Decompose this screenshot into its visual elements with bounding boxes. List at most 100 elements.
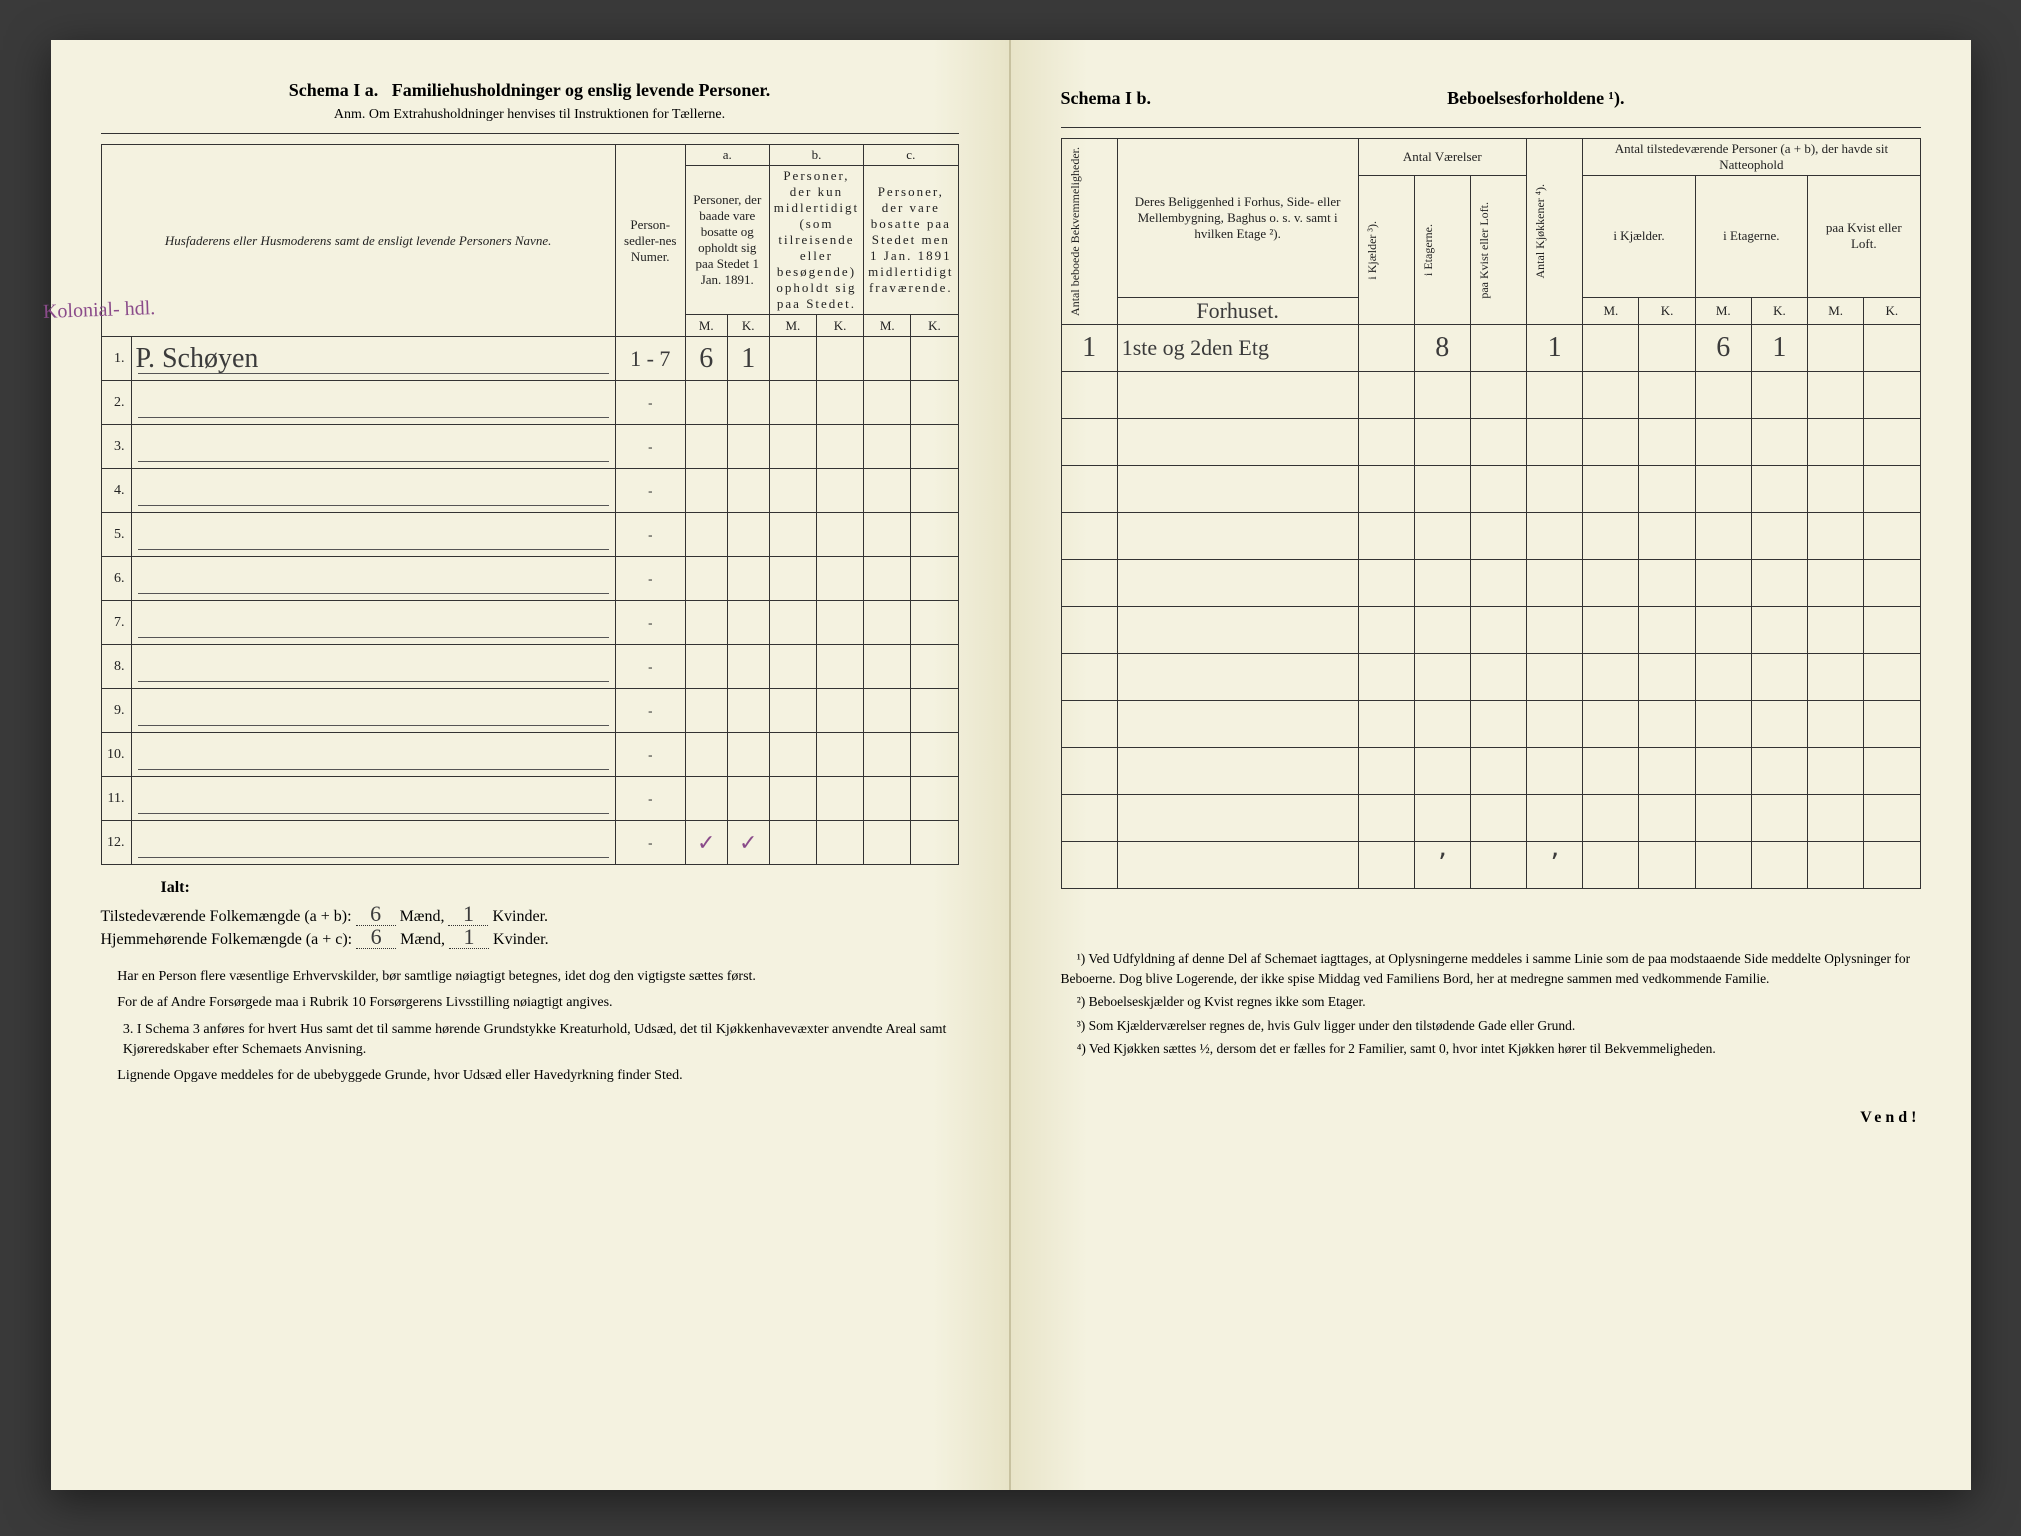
cell-pl-k — [1864, 841, 1920, 888]
cell-et — [1414, 653, 1470, 700]
schema-1a-note: Anm. Om Extrahusholdninger henvises til … — [101, 107, 959, 123]
cell-b-k — [816, 645, 863, 689]
body-text-left: Har en Person flere væsentlige Erhvervsk… — [101, 967, 959, 1086]
cell-pk-m — [1583, 747, 1639, 794]
cell-c-m — [864, 337, 911, 381]
header-c-m: M. — [864, 315, 911, 337]
cell-c-k — [911, 645, 958, 689]
cell-b-m — [769, 337, 816, 381]
header-husfader: Husfaderens eller Husmoderens samt de en… — [101, 145, 615, 337]
cell-a-m — [685, 557, 727, 601]
rule-right — [1061, 127, 1921, 128]
cell-b-m — [769, 689, 816, 733]
cell-a-m — [685, 689, 727, 733]
cell-et — [1414, 794, 1470, 841]
cell-belig — [1117, 559, 1358, 606]
cell-kj — [1358, 559, 1414, 606]
cell-a-k — [727, 777, 769, 821]
cell-pe-k — [1751, 559, 1807, 606]
cell-kj — [1358, 465, 1414, 512]
cell-kv — [1470, 747, 1526, 794]
sedler-cell: - — [615, 469, 685, 513]
header-a-k: K. — [727, 315, 769, 337]
table-row: 11ste og 2den Etg8161 — [1061, 324, 1920, 371]
cell-kj — [1358, 794, 1414, 841]
cell-a-k — [727, 689, 769, 733]
cell-bekv — [1061, 559, 1117, 606]
cell-pk-m — [1583, 700, 1639, 747]
cell-kj — [1358, 653, 1414, 700]
cell-et — [1414, 371, 1470, 418]
footnote-1: ¹) Ved Udfyldning af denne Del af Schema… — [1061, 949, 1921, 988]
sedler-cell: - — [615, 689, 685, 733]
cell-b-m — [769, 777, 816, 821]
cell-b-k — [816, 513, 863, 557]
cell-pl-k — [1864, 512, 1920, 559]
cell-c-k — [911, 777, 958, 821]
cell-kj — [1358, 606, 1414, 653]
cell-b-m — [769, 733, 816, 777]
cell-kv — [1470, 841, 1526, 888]
table-row: 8.- — [101, 645, 958, 689]
cell-pk-k — [1639, 841, 1695, 888]
cell-a-k — [727, 645, 769, 689]
cell-pl-k — [1864, 418, 1920, 465]
cell-pe-m — [1695, 747, 1751, 794]
cell-belig — [1117, 700, 1358, 747]
header-b-k: K. — [816, 315, 863, 337]
name-cell — [131, 601, 615, 645]
cell-kv — [1470, 653, 1526, 700]
cell-kj — [1358, 747, 1414, 794]
cell-a-k — [727, 601, 769, 645]
cell-bekv: 1 — [1061, 324, 1117, 371]
page-right: Schema I b. Beboelsesforholdene ¹). Anta… — [1011, 40, 1971, 1490]
cell-c-k — [911, 821, 958, 865]
totals-line-1: Tilstedeværende Folkemængde (a + b): 6 M… — [101, 903, 959, 926]
cell-c-k — [911, 601, 958, 645]
footnote-3: ³) Som Kjælderværelser regnes de, hvis G… — [1061, 1016, 1921, 1036]
cell-pk-m — [1583, 371, 1639, 418]
cell-pl-k — [1864, 465, 1920, 512]
cell-pk-k — [1639, 700, 1695, 747]
cell-c-k — [911, 689, 958, 733]
table-row: 9.- — [101, 689, 958, 733]
cell-pl-k — [1864, 794, 1920, 841]
cell-kjok — [1527, 606, 1583, 653]
cell-kv — [1470, 512, 1526, 559]
cell-pk-m — [1583, 653, 1639, 700]
row-number: 1. — [101, 337, 131, 381]
cell-pl-m — [1808, 512, 1864, 559]
table-row: 4.- — [101, 469, 958, 513]
cell-pe-k — [1751, 606, 1807, 653]
cell-pe-m — [1695, 418, 1751, 465]
cell-a-k: ✓ — [727, 821, 769, 865]
cell-c-m — [864, 821, 911, 865]
header-i-kjaelder: i Kjælder ³). — [1358, 176, 1414, 325]
cell-b-k — [816, 425, 863, 469]
cell-pe-k — [1751, 465, 1807, 512]
cell-pk-m — [1583, 559, 1639, 606]
table-row: 7.- — [101, 601, 958, 645]
cell-pl-k — [1864, 700, 1920, 747]
cell-pl-k — [1864, 559, 1920, 606]
cell-a-m — [685, 469, 727, 513]
header-group-c: c. — [864, 145, 958, 166]
cell-kj — [1358, 418, 1414, 465]
vend-label: Vend! — [1061, 1109, 1921, 1127]
cell-a-m — [685, 381, 727, 425]
cell-belig — [1117, 653, 1358, 700]
cell-belig — [1117, 465, 1358, 512]
header-group-a: a. — [685, 145, 769, 166]
cell-pk-m — [1583, 606, 1639, 653]
cell-pk-k — [1639, 747, 1695, 794]
cell-c-m — [864, 469, 911, 513]
cell-kjok: 1 — [1527, 324, 1583, 371]
cell-kjok — [1527, 371, 1583, 418]
header-antal-vaerelser: Antal Værelser — [1358, 139, 1527, 176]
cell-et — [1414, 559, 1470, 606]
cell-pk-m — [1583, 324, 1639, 371]
cell-kv — [1470, 606, 1526, 653]
cell-bekv — [1061, 794, 1117, 841]
name-cell: P. Schøyen — [131, 337, 615, 381]
cell-pl-k — [1864, 371, 1920, 418]
